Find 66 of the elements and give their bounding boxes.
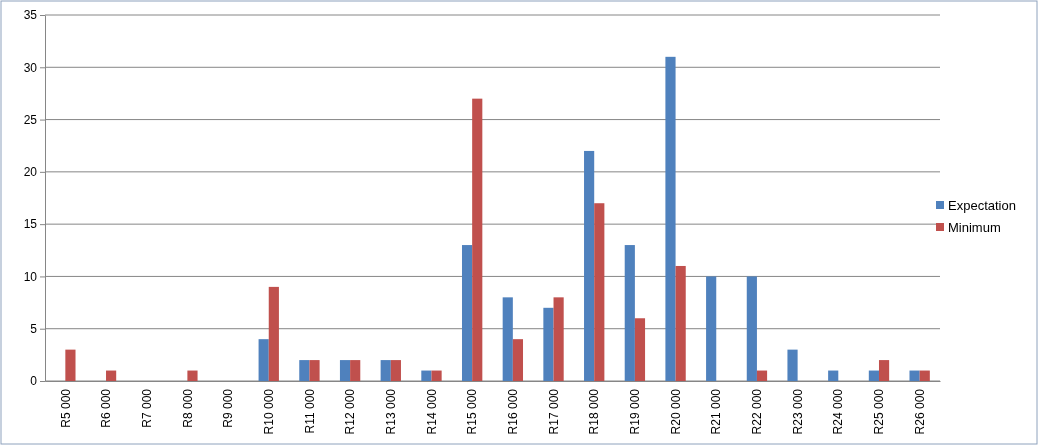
legend-label: Minimum: [948, 219, 1001, 235]
legend-label: Expectation: [948, 197, 1016, 213]
x-tick-label: R9 000: [221, 388, 236, 428]
x-tick-label: R21 000: [709, 388, 724, 435]
bar: [350, 360, 361, 381]
bar: [868, 370, 879, 381]
y-tick-label: 15: [23, 217, 38, 232]
bar: [472, 98, 483, 381]
bar: [543, 307, 554, 381]
y-tick-label: 35: [23, 8, 38, 23]
bar: [502, 297, 513, 381]
bar: [909, 370, 920, 381]
x-tick-label: R11 000: [302, 388, 317, 434]
y-tick-label: 10: [23, 269, 38, 284]
bar: [584, 150, 595, 381]
bar: [390, 360, 401, 381]
x-tick-label: R10 000: [261, 388, 276, 435]
bar: [756, 370, 768, 381]
bar: [421, 370, 432, 381]
x-tick-label: R5 000: [58, 388, 73, 428]
bar: [553, 297, 564, 381]
bar: [187, 370, 198, 381]
bar: [268, 286, 279, 381]
x-tick-label: R17 000: [546, 388, 561, 435]
x-tick-label: R26 000: [912, 388, 927, 435]
bar: [706, 276, 717, 381]
bar: [675, 265, 686, 381]
x-tick-label: R20 000: [668, 388, 683, 435]
bar: [258, 339, 269, 381]
bar: [624, 245, 635, 381]
x-tick-label: R13 000: [384, 388, 398, 435]
bar: [787, 349, 798, 381]
bar: [828, 370, 839, 381]
y-tick-label: 30: [23, 60, 38, 75]
bar: [878, 360, 890, 381]
x-tick-label: R8 000: [180, 388, 195, 428]
bar: [339, 360, 351, 381]
bar: [461, 245, 473, 381]
bar: [380, 360, 391, 381]
bar: [106, 370, 117, 381]
y-tick-label: 5: [30, 322, 38, 337]
x-tick-label: R15 000: [465, 388, 480, 435]
bar: [512, 339, 524, 381]
x-tick-label: R24 000: [831, 388, 846, 435]
x-tick-label: R12 000: [343, 388, 358, 435]
y-tick-label: 0: [30, 374, 38, 389]
x-tick-label: R14 000: [424, 388, 439, 435]
x-tick-label: R22 000: [750, 388, 765, 435]
bar: [746, 276, 757, 381]
bar: [665, 56, 676, 381]
x-tick-label: R7 000: [139, 388, 154, 428]
bar: [919, 370, 930, 381]
x-tick-label: R6 000: [99, 388, 114, 428]
y-tick-label: 20: [23, 165, 38, 180]
x-tick-label: R23 000: [790, 388, 805, 435]
bar: [309, 360, 320, 381]
bar: [299, 360, 310, 381]
x-tick-label: R16 000: [506, 388, 521, 435]
bar: [634, 318, 646, 381]
x-tick-label: R25 000: [872, 388, 887, 435]
bar: [65, 349, 76, 381]
y-tick-label: 25: [23, 112, 38, 127]
bar: [431, 370, 442, 381]
bar: [594, 203, 605, 381]
x-tick-label: R19 000: [628, 388, 643, 435]
x-tick-label: R18 000: [587, 388, 602, 435]
